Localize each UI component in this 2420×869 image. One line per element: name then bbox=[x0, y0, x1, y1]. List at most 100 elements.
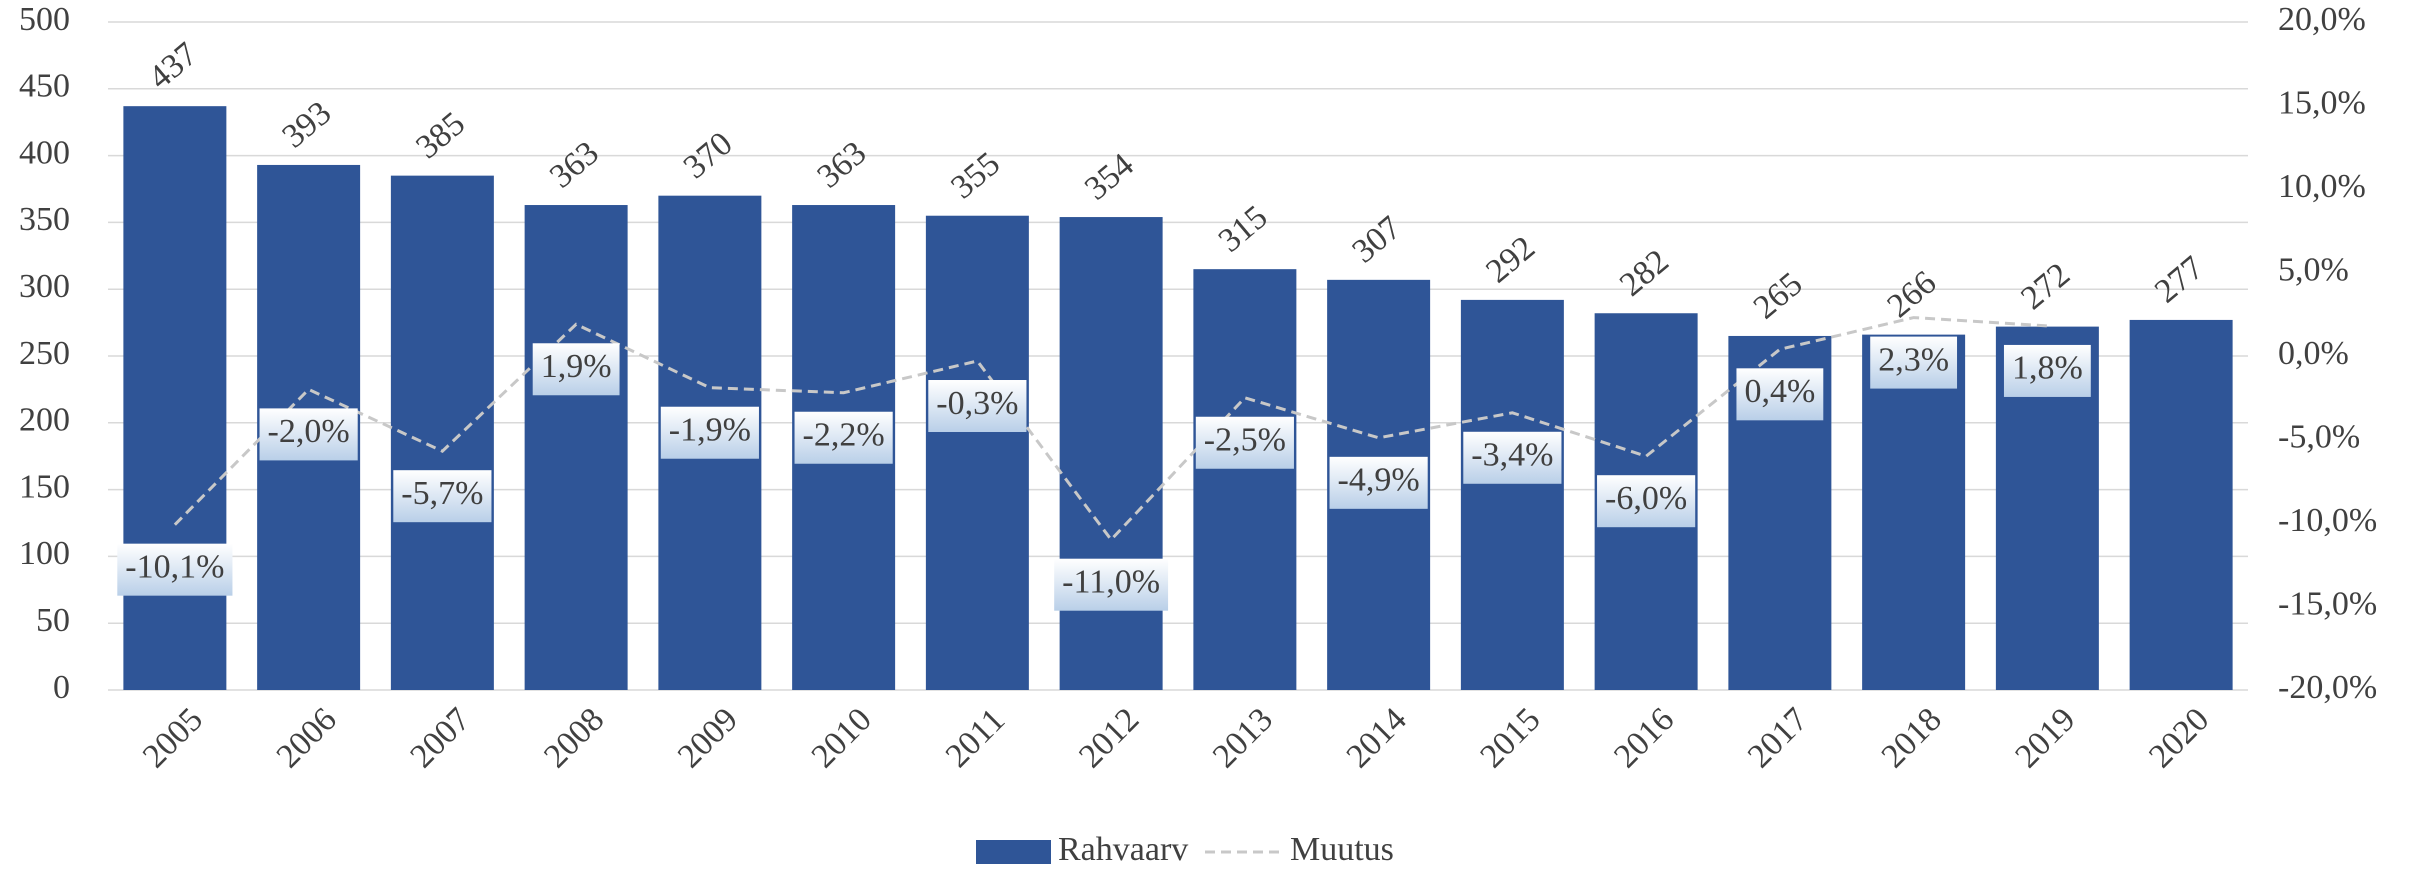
change-label-group: -1,9% bbox=[660, 406, 759, 459]
y2-tick-label: -15,0% bbox=[2278, 585, 2377, 622]
bar-value-label: 272 bbox=[2014, 256, 2077, 317]
y2-tick-label: 10,0% bbox=[2278, 168, 2366, 205]
change-label-box bbox=[259, 408, 358, 461]
bar-value-label: 370 bbox=[677, 125, 740, 186]
x-tick-label: 2009 bbox=[671, 701, 745, 775]
y-tick-label: 100 bbox=[19, 535, 70, 572]
x-tick-label: 2017 bbox=[1741, 701, 1815, 775]
change-label-group: -3,4% bbox=[1463, 431, 1562, 484]
legend-label: Muutus bbox=[1290, 831, 1394, 868]
y2-tick-label: 20,0% bbox=[2278, 1, 2366, 38]
change-label-group: -4,9% bbox=[1329, 456, 1428, 509]
change-line bbox=[173, 316, 2048, 543]
change-label-group: -11,0% bbox=[1054, 558, 1169, 611]
change-label-box bbox=[393, 470, 492, 523]
change-label-box bbox=[1329, 456, 1428, 509]
x-tick-label: 2008 bbox=[537, 701, 611, 775]
change-value-label: 1,8% bbox=[2012, 350, 2083, 387]
change-label-group: -10,1% bbox=[117, 543, 233, 596]
bar bbox=[1862, 334, 1966, 690]
x-tick-label: 2016 bbox=[1607, 701, 1681, 775]
change-label-group: 2,3% bbox=[1870, 336, 1958, 389]
bar-value-label: 315 bbox=[1212, 199, 1275, 260]
y-tick-label: 350 bbox=[19, 201, 70, 238]
x-tick-label: 2015 bbox=[1473, 701, 1547, 775]
change-label-group: 0,4% bbox=[1736, 368, 1824, 421]
x-tick-label: 2012 bbox=[1072, 701, 1146, 775]
change-label-box bbox=[1736, 368, 1824, 421]
bar-value-label: 266 bbox=[1880, 264, 1943, 325]
change-label-group: 1,8% bbox=[2003, 344, 2091, 397]
change-label-box bbox=[1870, 336, 1958, 389]
change-label-group: -5,7% bbox=[393, 470, 492, 523]
bar bbox=[390, 175, 494, 690]
y-tick-label: 300 bbox=[19, 268, 70, 305]
bar bbox=[123, 106, 227, 691]
bar-value-label: 355 bbox=[944, 145, 1007, 206]
bar-value-label: 292 bbox=[1479, 229, 1542, 290]
bar bbox=[1460, 299, 1564, 690]
change-label-box bbox=[1195, 416, 1294, 469]
change-label-box bbox=[794, 411, 893, 464]
y-tick-label: 0 bbox=[53, 669, 70, 706]
y-tick-label: 400 bbox=[19, 134, 70, 171]
bar-value-label: 265 bbox=[1747, 265, 1810, 326]
y2-tick-label: 0,0% bbox=[2278, 335, 2349, 372]
x-tick-label: 2014 bbox=[1340, 701, 1414, 775]
change-value-label: 2,3% bbox=[1878, 341, 1949, 378]
change-value-label: -2,0% bbox=[268, 413, 350, 450]
change-label-box bbox=[2003, 344, 2091, 397]
change-value-label: -6,0% bbox=[1605, 480, 1687, 517]
change-label-box bbox=[928, 380, 1027, 433]
x-tick-label: 2005 bbox=[136, 701, 210, 775]
x-tick-label: 2010 bbox=[805, 701, 879, 775]
change-value-label: 1,9% bbox=[541, 348, 612, 385]
bar bbox=[2129, 319, 2233, 690]
y-tick-label: 50 bbox=[36, 602, 70, 639]
bar bbox=[1059, 217, 1163, 690]
bar bbox=[1193, 269, 1297, 690]
change-label-box bbox=[660, 406, 759, 459]
bar-value-label: 363 bbox=[810, 134, 873, 195]
x-tick-label: 2019 bbox=[2008, 701, 2082, 775]
change-value-label: -3,4% bbox=[1471, 437, 1553, 474]
change-value-label: -2,5% bbox=[1204, 422, 1286, 459]
change-value-label: -10,1% bbox=[125, 548, 224, 585]
change-value-label: -5,7% bbox=[401, 475, 483, 512]
change-label-box bbox=[1597, 475, 1696, 528]
change-label-group: -2,5% bbox=[1195, 416, 1294, 469]
bar-value-label: 393 bbox=[275, 94, 338, 155]
y-tick-label: 500 bbox=[19, 1, 70, 38]
x-tick-label: 2018 bbox=[1875, 701, 1949, 775]
y-tick-label: 250 bbox=[19, 335, 70, 372]
bar bbox=[925, 215, 1029, 690]
x-tick-label: 2006 bbox=[270, 701, 344, 775]
change-label-group: -6,0% bbox=[1597, 475, 1696, 528]
change-label-box bbox=[532, 343, 620, 396]
x-tick-label: 2007 bbox=[403, 701, 477, 775]
bar-value-label: 307 bbox=[1345, 209, 1408, 270]
change-label-group: -2,0% bbox=[259, 408, 358, 461]
bar-value-label: 277 bbox=[2148, 249, 2211, 310]
y-tick-label: 200 bbox=[19, 402, 70, 439]
legend-label: Rahvaarv bbox=[1058, 831, 1188, 868]
legend-swatch bbox=[976, 840, 1051, 864]
bar-value-label: 363 bbox=[543, 134, 606, 195]
change-value-label: -0,3% bbox=[936, 385, 1018, 422]
y2-tick-label: -5,0% bbox=[2278, 418, 2360, 455]
change-label-group: -2,2% bbox=[794, 411, 893, 464]
change-value-label: -1,9% bbox=[669, 412, 751, 449]
change-label-group: -0,3% bbox=[928, 380, 1027, 433]
y2-tick-label: -10,0% bbox=[2278, 502, 2377, 539]
change-value-label: 0,4% bbox=[1744, 373, 1815, 410]
y2-tick-label: 5,0% bbox=[2278, 251, 2349, 288]
y2-tick-label: -20,0% bbox=[2278, 669, 2377, 706]
bar-value-label: 437 bbox=[142, 36, 205, 97]
bar-value-label: 385 bbox=[409, 105, 472, 166]
change-label-box bbox=[1463, 431, 1562, 484]
change-label-box bbox=[117, 543, 233, 596]
change-value-label: -4,9% bbox=[1338, 462, 1420, 499]
x-tick-label: 2011 bbox=[939, 701, 1012, 774]
bar bbox=[524, 205, 628, 691]
